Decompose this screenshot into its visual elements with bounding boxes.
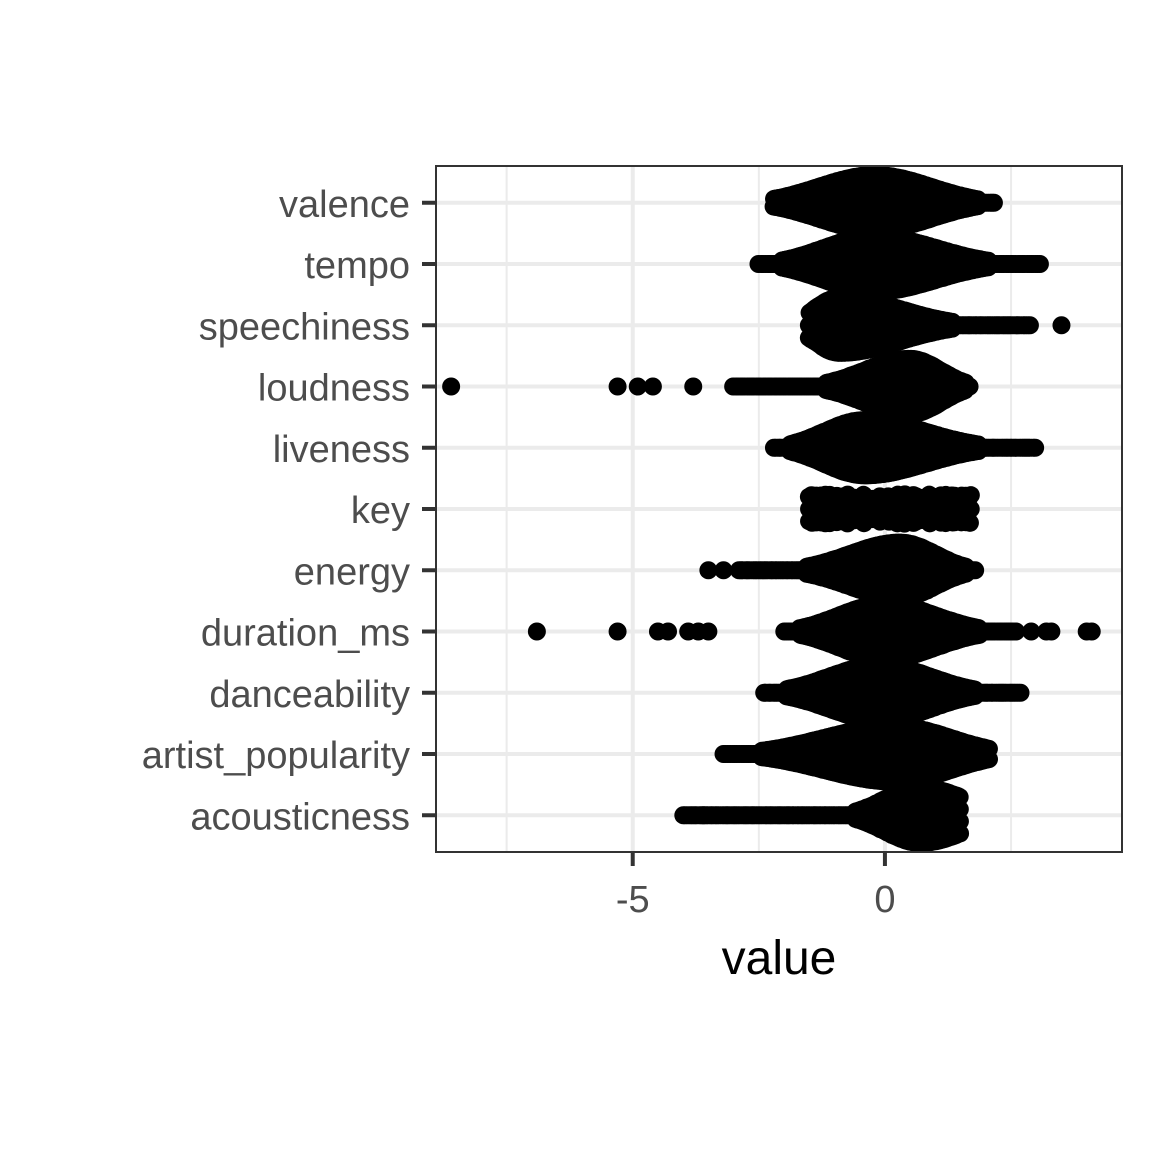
y-tick-label-tempo: tempo — [304, 245, 410, 287]
series-energy — [699, 533, 985, 607]
series-acousticness — [674, 778, 970, 852]
series-tempo — [749, 227, 1049, 301]
y-tick-label-energy: energy — [294, 551, 410, 593]
y-tick-label-loudness: loudness — [258, 368, 410, 410]
outlier-point — [659, 622, 678, 641]
outlier-point — [527, 622, 546, 641]
outlier-point — [1052, 316, 1071, 335]
series-loudness — [442, 349, 979, 424]
series-key — [799, 485, 980, 533]
data-point — [951, 824, 970, 843]
data-point — [966, 561, 985, 580]
data-points — [442, 166, 1101, 852]
outlier-point — [1042, 622, 1061, 641]
series-danceability — [755, 656, 1030, 730]
outlier-point — [1082, 622, 1101, 641]
outlier-point — [643, 377, 662, 396]
y-tick-label-acousticness: acousticness — [190, 796, 410, 838]
data-point — [1020, 316, 1039, 335]
data-point — [960, 377, 979, 396]
outlier-point — [608, 377, 627, 396]
outlier-point — [694, 806, 713, 825]
outlier-point — [714, 561, 733, 580]
y-tick-label-duration_ms: duration_ms — [201, 613, 410, 655]
x-tick-label: -5 — [616, 879, 650, 921]
y-tick-label-danceability: danceability — [209, 674, 410, 716]
x-tick-label: 0 — [874, 879, 895, 921]
y-tick-label-liveness: liveness — [273, 429, 410, 471]
data-point — [1026, 438, 1045, 457]
data-point — [1011, 683, 1030, 702]
outlier-point — [628, 377, 647, 396]
series-duration_ms — [527, 594, 1101, 669]
outlier-point — [1022, 622, 1041, 641]
data-point — [960, 513, 979, 532]
y-tick-label-key: key — [351, 490, 410, 532]
series-liveness — [764, 411, 1045, 485]
y-tick-label-valence: valence — [279, 184, 410, 226]
outlier-point — [608, 622, 627, 641]
x-axis: -5 0 — [616, 852, 895, 921]
data-point — [984, 193, 1003, 212]
outlier-point — [699, 561, 718, 580]
outlier-point — [699, 622, 718, 641]
y-tick-label-artist_popularity: artist_popularity — [142, 735, 410, 777]
data-point — [980, 750, 999, 769]
outlier-point — [442, 377, 461, 396]
series-valence — [764, 166, 1003, 240]
x-axis-title: value — [722, 932, 837, 985]
data-point — [1007, 622, 1026, 641]
y-axis: acousticness artist_popularity danceabilit… — [142, 184, 436, 838]
outlier-point — [684, 377, 703, 396]
y-tick-label-speechiness: speechiness — [199, 306, 410, 348]
series-artist_popularity — [714, 717, 999, 791]
data-point — [961, 500, 980, 518]
data-point — [1030, 255, 1049, 273]
data-point — [961, 486, 980, 505]
